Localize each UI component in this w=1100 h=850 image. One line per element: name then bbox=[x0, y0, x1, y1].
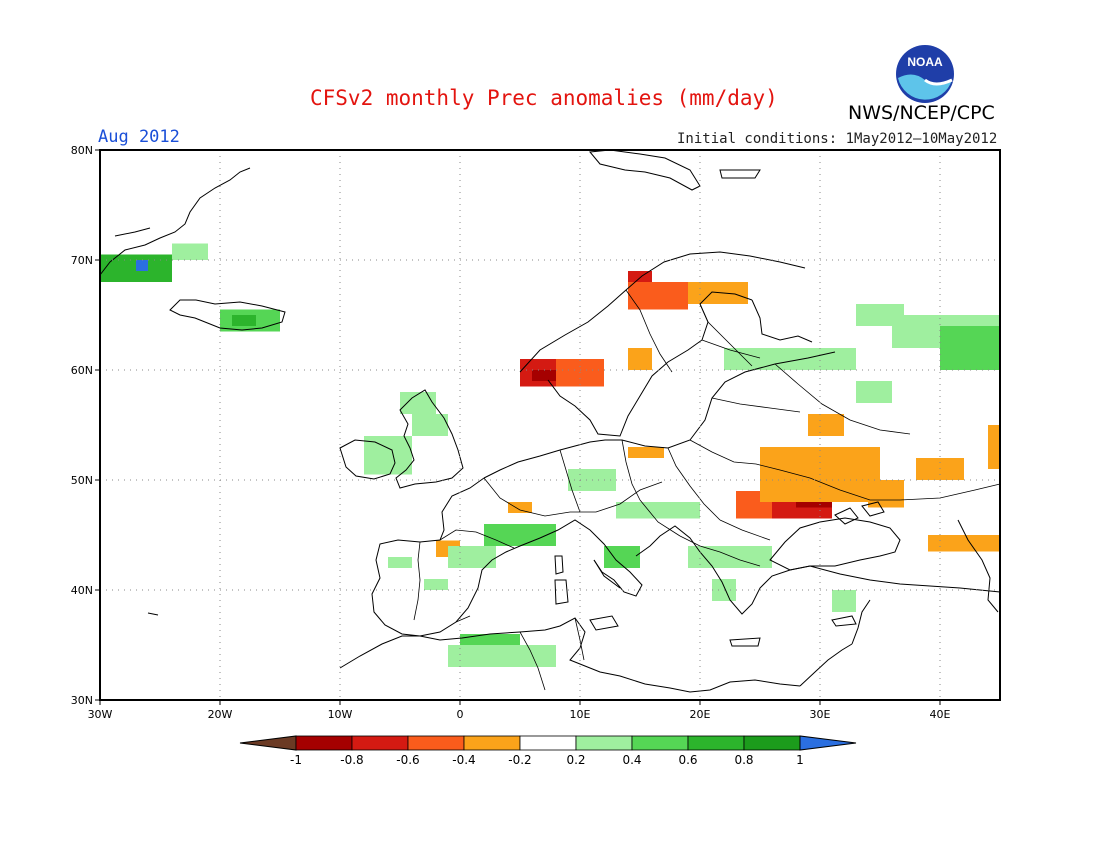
colorbar: -1 -0.8 -0.6 -0.4 -0.2 0.2 0.4 0.6 0.8 1 bbox=[239, 735, 857, 767]
anomaly-cell-19 bbox=[808, 414, 844, 436]
anomaly-cell-6 bbox=[412, 414, 448, 436]
anomaly-cell-38 bbox=[832, 590, 856, 612]
x-tick-label: 20E bbox=[690, 708, 711, 721]
country-borders bbox=[413, 289, 1001, 691]
map-frame bbox=[99, 149, 1001, 701]
colorbar-label: 1 bbox=[796, 753, 804, 767]
x-tick-label: 40E bbox=[930, 708, 951, 721]
coastlines bbox=[99, 149, 1001, 693]
anomaly-cell-5 bbox=[364, 436, 412, 475]
anomaly-cell-4 bbox=[232, 315, 256, 326]
colorbar-right-arrow bbox=[799, 735, 857, 751]
anomaly-cell-33 bbox=[604, 546, 640, 568]
colorbar-label: 0.8 bbox=[734, 753, 753, 767]
target-month-label: Aug 2012 bbox=[98, 127, 180, 147]
anomaly-cell-22 bbox=[988, 425, 1000, 469]
noaa-logo-text: NOAA bbox=[907, 55, 943, 69]
anomaly-cell-25 bbox=[508, 502, 532, 513]
anomaly-cell-7 bbox=[400, 392, 436, 414]
graticule bbox=[100, 150, 1000, 700]
colorbar-swatch bbox=[463, 735, 521, 751]
colorbar-swatch bbox=[687, 735, 745, 751]
anomaly-cell-2 bbox=[172, 243, 208, 260]
anomaly-cell-31 bbox=[856, 381, 892, 403]
y-tick-label: 30N bbox=[71, 694, 93, 707]
y-tick-label: 50N bbox=[71, 474, 93, 487]
colorbar-left-arrow bbox=[239, 735, 297, 751]
colorbar-swatch bbox=[743, 735, 801, 751]
colorbar-label: 0.2 bbox=[566, 753, 585, 767]
anomaly-cell-1 bbox=[136, 260, 148, 271]
anomaly-cell-36 bbox=[688, 546, 772, 568]
colorbar-label: 0.4 bbox=[622, 753, 641, 767]
noaa-logo: NOAA bbox=[896, 45, 954, 103]
colorbar-swatch bbox=[631, 735, 689, 751]
agency-label: NWS/NCEP/CPC bbox=[848, 102, 995, 124]
colorbar-label: -0.4 bbox=[452, 753, 475, 767]
x-tick-label: 30W bbox=[88, 708, 113, 721]
colorbar-label: 0.6 bbox=[678, 753, 697, 767]
y-tick-label: 70N bbox=[71, 254, 93, 267]
colorbar-swatch bbox=[351, 735, 409, 751]
anomaly-cell-41 bbox=[448, 645, 556, 667]
colorbar-label: -1 bbox=[290, 753, 302, 767]
anomaly-cell-21 bbox=[928, 535, 1000, 552]
anomaly-cell-35 bbox=[616, 502, 700, 519]
x-tick-label: 10W bbox=[328, 708, 353, 721]
colorbar-label: -0.8 bbox=[340, 753, 363, 767]
anomaly-cell-14 bbox=[628, 348, 652, 370]
anomaly-cell-9 bbox=[532, 370, 556, 381]
x-tick-label: 30E bbox=[810, 708, 831, 721]
colorbar-swatch bbox=[407, 735, 465, 751]
y-tick-label: 80N bbox=[71, 144, 93, 157]
x-axis-ticks: 30W 20W 10W 0 10E 20E 30E 40E bbox=[88, 700, 951, 721]
anomaly-cell-42 bbox=[388, 557, 412, 568]
colorbar-swatch bbox=[295, 735, 353, 751]
x-tick-label: 20W bbox=[208, 708, 233, 721]
anomaly-cell-32 bbox=[484, 524, 556, 546]
anomaly-cell-43 bbox=[424, 579, 448, 590]
anomaly-grid bbox=[100, 243, 1000, 667]
y-tick-label: 40N bbox=[71, 584, 93, 597]
colorbar-label: -0.6 bbox=[396, 753, 419, 767]
x-tick-label: 10E bbox=[570, 708, 591, 721]
y-tick-label: 60N bbox=[71, 364, 93, 377]
colorbar-label: -0.2 bbox=[508, 753, 531, 767]
anomaly-cell-29 bbox=[940, 326, 1000, 370]
chart-title: CFSv2 monthly Prec anomalies (mm/day) bbox=[310, 86, 778, 110]
initial-conditions-label: Initial conditions: 1May2012—10May2012 bbox=[677, 131, 998, 147]
anomaly-cell-30 bbox=[724, 348, 856, 370]
colorbar-swatch bbox=[519, 735, 577, 751]
colorbar-swatch bbox=[575, 735, 633, 751]
anomaly-cell-39 bbox=[448, 546, 496, 568]
y-axis-ticks: 80N 70N 60N 50N 40N 30N bbox=[71, 144, 100, 707]
anomaly-cell-26 bbox=[628, 447, 664, 458]
anomaly-cell-12 bbox=[628, 282, 688, 310]
x-tick-label: 0 bbox=[457, 708, 464, 721]
